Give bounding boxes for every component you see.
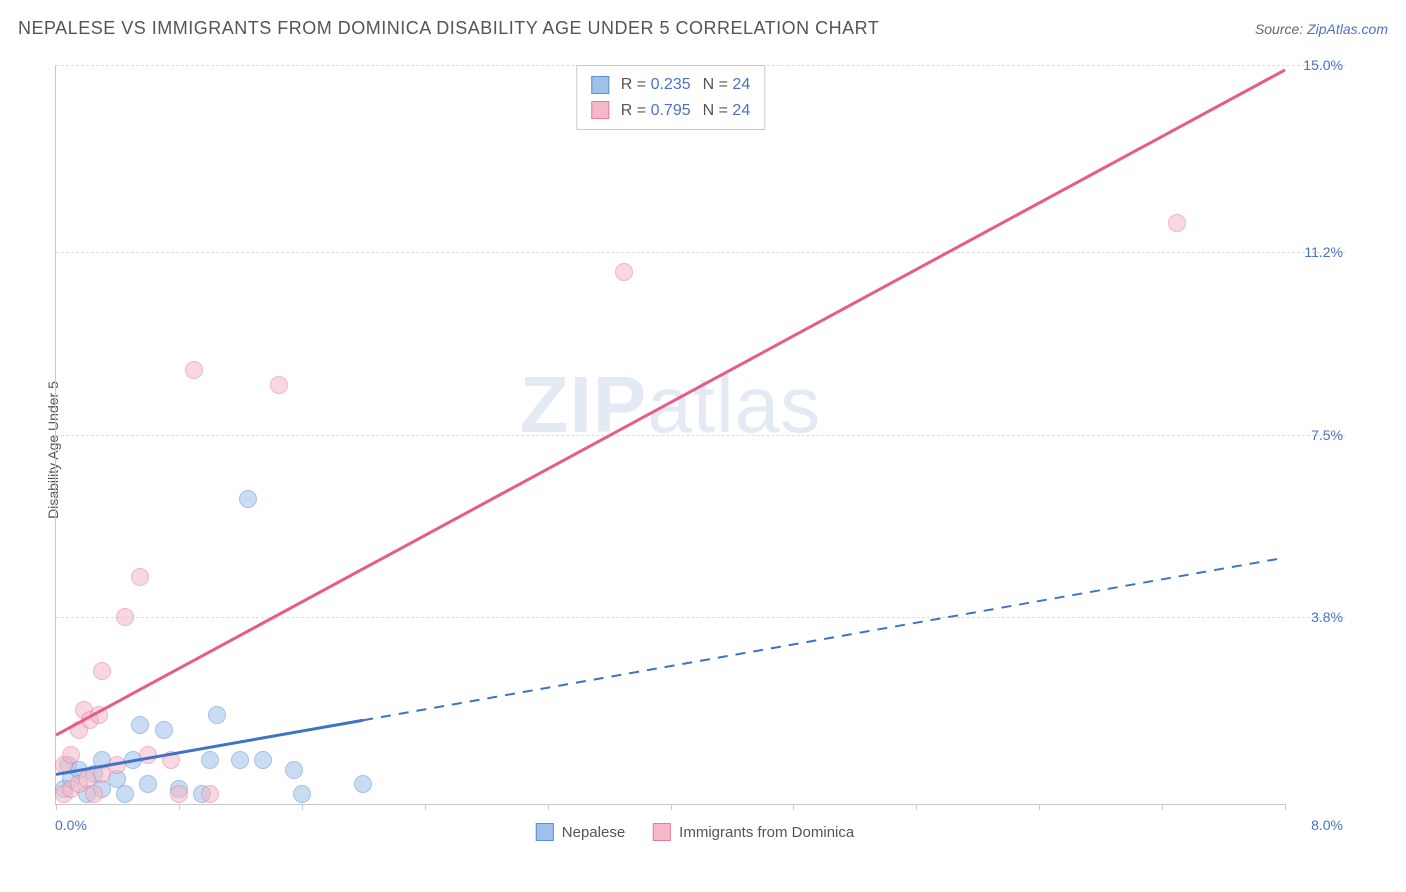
plot-region: ZIPatlas R = 0.235 N = 24 R = 0.795 N = … [55, 65, 1285, 805]
stats-row-series-0: R = 0.235 N = 24 [591, 72, 750, 98]
watermark-rest: atlas [647, 360, 821, 449]
scatter-point [170, 785, 188, 803]
scatter-point [615, 263, 633, 281]
gridline-label: 15.0% [1303, 57, 1343, 73]
legend-item-1: Immigrants from Dominica [653, 823, 854, 841]
stats-row-series-1: R = 0.795 N = 24 [591, 98, 750, 124]
scatter-point [254, 751, 272, 769]
x-tick [1039, 804, 1040, 810]
gridline [56, 252, 1345, 253]
stats-r-value-0: 0.235 [651, 76, 691, 93]
scatter-point [116, 785, 134, 803]
gridline [56, 435, 1345, 436]
chart-area: Disability Age Under 5 ZIPatlas R = 0.23… [45, 55, 1345, 845]
source-link[interactable]: ZipAtlas.com [1307, 21, 1388, 37]
stats-n-value-0: 24 [732, 76, 750, 93]
stats-r-value-1: 0.795 [651, 102, 691, 119]
scatter-point [131, 716, 149, 734]
scatter-point [231, 751, 249, 769]
scatter-point [155, 721, 173, 739]
legend-swatch-0 [536, 823, 554, 841]
scatter-point [239, 490, 257, 508]
scatter-point [108, 756, 126, 774]
correlation-stats-box: R = 0.235 N = 24 R = 0.795 N = 24 [576, 65, 765, 130]
scatter-point [116, 608, 134, 626]
scatter-point [354, 775, 372, 793]
x-tick [1285, 804, 1286, 810]
x-tick [56, 804, 57, 810]
gridline-label: 7.5% [1311, 427, 1343, 443]
x-tick [916, 804, 917, 810]
x-tick [425, 804, 426, 810]
x-tick [793, 804, 794, 810]
scatter-point [62, 746, 80, 764]
legend-item-0: Nepalese [536, 823, 625, 841]
legend-swatch-1 [653, 823, 671, 841]
gridline-label: 11.2% [1304, 244, 1343, 260]
x-tick [548, 804, 549, 810]
x-tick [302, 804, 303, 810]
chart-header: NEPALESE VS IMMIGRANTS FROM DOMINICA DIS… [18, 18, 1388, 39]
legend-label-0: Nepalese [562, 824, 625, 841]
stats-r-label-0: R = 0.235 [621, 72, 691, 98]
chart-title: NEPALESE VS IMMIGRANTS FROM DOMINICA DIS… [18, 18, 879, 39]
x-tick [1162, 804, 1163, 810]
scatter-point [131, 568, 149, 586]
stats-n-label-1: N = 24 [703, 98, 751, 124]
trend-line [56, 70, 1285, 735]
scatter-point [90, 706, 108, 724]
x-axis-max-label: 8.0% [1311, 817, 1343, 833]
source-prefix: Source: [1255, 21, 1307, 37]
scatter-point [85, 785, 103, 803]
x-axis-min-label: 0.0% [55, 817, 87, 833]
source-attribution: Source: ZipAtlas.com [1255, 21, 1388, 37]
scatter-point [162, 751, 180, 769]
stats-n-label-0: N = 24 [703, 72, 751, 98]
scatter-point [139, 775, 157, 793]
scatter-point [201, 785, 219, 803]
scatter-point [93, 662, 111, 680]
legend: Nepalese Immigrants from Dominica [536, 823, 854, 841]
scatter-point [1168, 214, 1186, 232]
x-tick [671, 804, 672, 810]
scatter-point [270, 376, 288, 394]
scatter-point [208, 706, 226, 724]
scatter-point [293, 785, 311, 803]
stats-swatch-1 [591, 101, 609, 119]
scatter-point [185, 361, 203, 379]
watermark-bold: ZIP [520, 360, 647, 449]
trend-line-dashed [363, 558, 1285, 721]
stats-swatch-0 [591, 76, 609, 94]
watermark: ZIPatlas [520, 359, 821, 451]
gridline-label: 3.8% [1311, 609, 1343, 625]
stats-r-label-1: R = 0.795 [621, 98, 691, 124]
x-tick [179, 804, 180, 810]
scatter-point [139, 746, 157, 764]
gridline [56, 617, 1345, 618]
scatter-point [285, 761, 303, 779]
legend-label-1: Immigrants from Dominica [679, 824, 854, 841]
stats-n-value-1: 24 [732, 102, 750, 119]
scatter-point [201, 751, 219, 769]
